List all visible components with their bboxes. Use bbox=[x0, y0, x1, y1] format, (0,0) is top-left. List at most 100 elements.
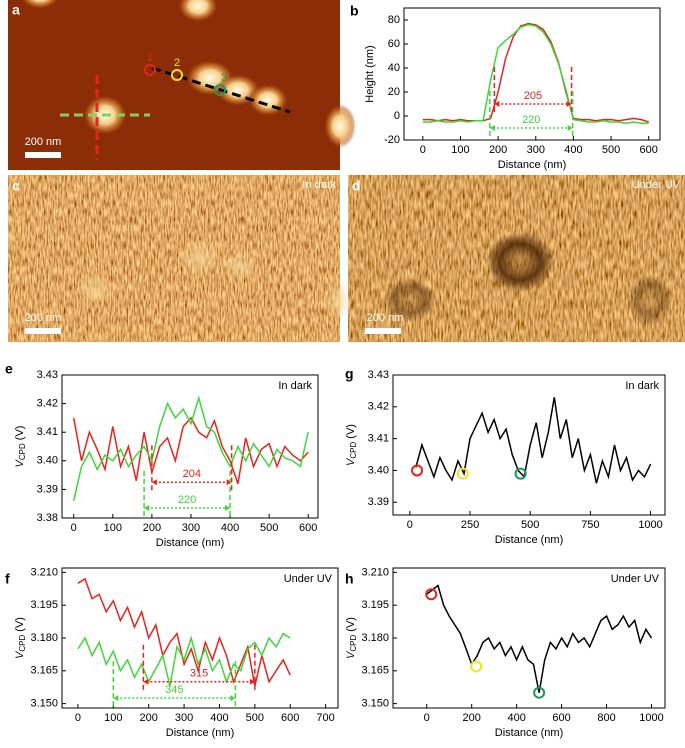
y-tick-label: -20 bbox=[384, 134, 400, 146]
image-d: 200 nm Under UV d bbox=[348, 175, 685, 342]
x-tick-label: 400 bbox=[221, 522, 239, 534]
x-tick-label: 600 bbox=[640, 144, 658, 156]
panel-label: a bbox=[12, 2, 20, 18]
x-axis-label: Distance (nm) bbox=[495, 534, 563, 546]
plot-frame bbox=[392, 374, 666, 516]
point-marker bbox=[425, 588, 438, 601]
scale-bar-label: 200 nm bbox=[367, 312, 404, 324]
x-tick-label: 200 bbox=[140, 712, 158, 724]
panel-label: c bbox=[12, 178, 20, 194]
y-tick-label: 3.41 bbox=[37, 426, 58, 438]
x-tick-label: 300 bbox=[182, 522, 200, 534]
x-tick-label: 750 bbox=[581, 519, 599, 531]
y-label-unit: (V) bbox=[14, 617, 26, 632]
panel-label: d bbox=[352, 178, 361, 194]
x-tick-label: 100 bbox=[104, 522, 122, 534]
y-axis-label: VCPD (V) bbox=[345, 617, 358, 659]
x-tick-label: 400 bbox=[210, 712, 228, 724]
y-tick-label: 3.41 bbox=[368, 433, 389, 445]
x-tick-label: 200 bbox=[462, 712, 480, 724]
condition-label: Under UV bbox=[632, 179, 681, 191]
y-axis-label: VCPD (V) bbox=[345, 424, 358, 466]
point-marker bbox=[456, 467, 469, 480]
x-tick-label: 300 bbox=[527, 144, 545, 156]
point-marker bbox=[533, 686, 546, 699]
x-tick-label: 600 bbox=[281, 712, 299, 724]
plot-frame bbox=[61, 567, 339, 709]
panel-label: b bbox=[350, 3, 359, 19]
y-label-unit: (V) bbox=[345, 617, 357, 632]
y-tick-label: 3.43 bbox=[368, 369, 389, 381]
x-tick-label: 1000 bbox=[639, 712, 663, 724]
point-marker bbox=[411, 464, 424, 477]
y-label-subscript: CPD bbox=[18, 443, 27, 460]
y-tick-label: 3.42 bbox=[37, 398, 58, 410]
series-line bbox=[415, 397, 652, 484]
series-line bbox=[72, 395, 309, 501]
panel-label: e bbox=[5, 361, 13, 377]
y-tick-label: 3.165 bbox=[30, 665, 58, 677]
y-tick-label: 3.40 bbox=[37, 455, 58, 467]
point-marker bbox=[470, 660, 483, 673]
condition-label: In dark bbox=[302, 179, 336, 191]
span-label: 220 bbox=[178, 494, 196, 506]
condition-label: In dark bbox=[625, 380, 659, 392]
y-label-symbol: V bbox=[14, 650, 26, 659]
panel-label: h bbox=[345, 571, 354, 587]
x-tick-label: 200 bbox=[489, 144, 507, 156]
y-label-subscript: CPD bbox=[349, 441, 358, 458]
y-tick-label: 0 bbox=[394, 110, 400, 122]
y-tick-label: 3.39 bbox=[368, 496, 389, 508]
y-tick-label: 3.165 bbox=[361, 665, 389, 677]
point-label: 2 bbox=[174, 57, 180, 69]
y-label-unit: (V) bbox=[345, 424, 357, 439]
x-tick-label: 0 bbox=[420, 144, 426, 156]
y-label-symbol: V bbox=[345, 650, 357, 659]
x-tick-label: 700 bbox=[316, 712, 334, 724]
x-tick-label: 500 bbox=[602, 144, 620, 156]
y-tick-label: 60 bbox=[388, 38, 400, 50]
y-label-unit: (V) bbox=[14, 426, 26, 441]
y-tick-label: 3.150 bbox=[30, 698, 58, 710]
y-tick-label: 3.40 bbox=[368, 464, 389, 476]
x-tick-label: 400 bbox=[507, 712, 525, 724]
series-line bbox=[426, 584, 653, 693]
x-tick-label: 0 bbox=[407, 519, 413, 531]
panel-label: f bbox=[5, 571, 10, 587]
x-tick-label: 250 bbox=[461, 519, 479, 531]
series-line bbox=[77, 632, 291, 687]
span-label: 205 bbox=[524, 90, 542, 102]
x-axis-label: Distance (nm) bbox=[495, 727, 563, 739]
series-line bbox=[77, 577, 291, 687]
image-a: 1 2 3 200 nm a bbox=[8, 0, 356, 170]
image-c: 200 nm In dark c bbox=[8, 175, 352, 342]
y-tick-label: 3.195 bbox=[30, 599, 58, 611]
y-tick-label: 3.42 bbox=[368, 401, 389, 413]
y-label-subscript: CPD bbox=[349, 634, 358, 651]
x-tick-label: 300 bbox=[175, 712, 193, 724]
span-label: 220 bbox=[522, 114, 540, 126]
y-tick-label: 3.180 bbox=[361, 632, 389, 644]
y-tick-label: 3.39 bbox=[37, 483, 58, 495]
y-axis-label: VCPD (V) bbox=[14, 426, 27, 468]
condition-label: Under UV bbox=[284, 573, 333, 585]
span-label: 315 bbox=[190, 668, 208, 680]
point-label: 3 bbox=[221, 72, 227, 84]
x-tick-label: 1000 bbox=[638, 519, 662, 531]
y-tick-label: 3.210 bbox=[361, 566, 389, 578]
x-tick-label: 0 bbox=[424, 712, 430, 724]
condition-label: In dark bbox=[278, 380, 312, 392]
plot-frame bbox=[403, 7, 661, 141]
point-marker bbox=[514, 467, 527, 480]
span-label: 204 bbox=[183, 468, 201, 480]
y-tick-label: 3.150 bbox=[361, 698, 389, 710]
x-tick-label: 400 bbox=[564, 144, 582, 156]
x-tick-label: 100 bbox=[104, 712, 122, 724]
x-tick-label: 500 bbox=[246, 712, 264, 724]
x-axis-label: Distance (nm) bbox=[498, 159, 566, 171]
panel-label: g bbox=[345, 366, 354, 382]
plot-frame bbox=[61, 374, 319, 519]
x-tick-label: 800 bbox=[597, 712, 615, 724]
scale-bar-label: 200 nm bbox=[25, 312, 62, 324]
